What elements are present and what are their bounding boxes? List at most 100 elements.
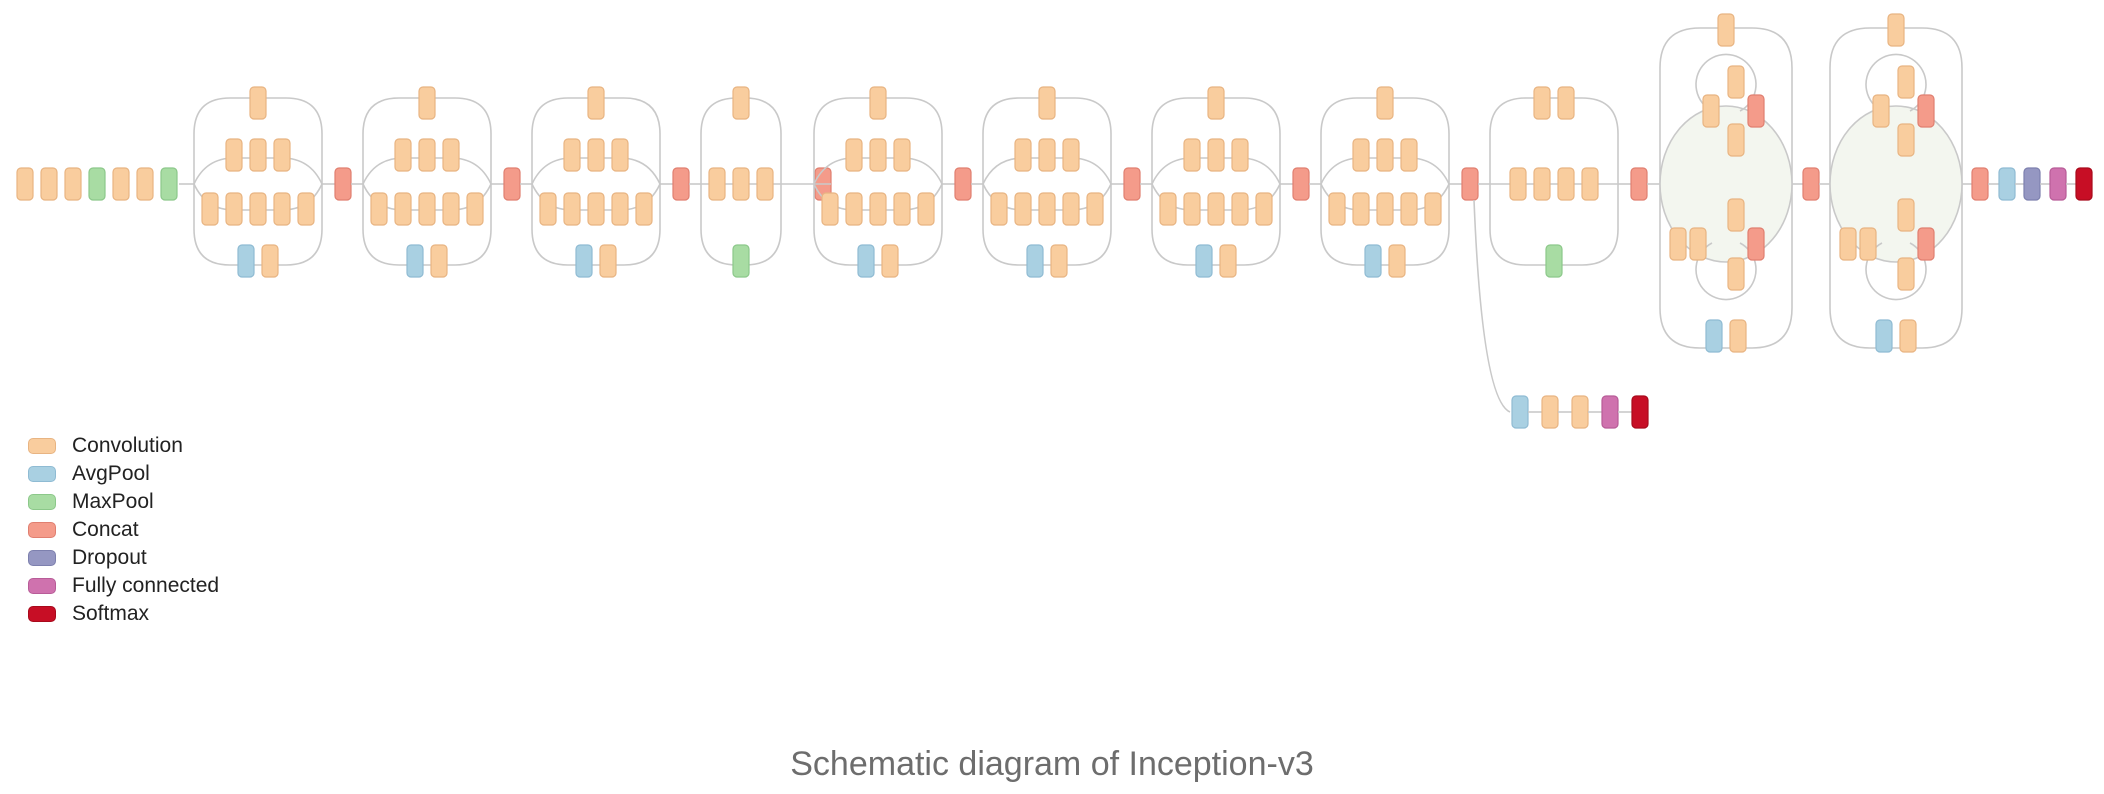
convolution-node [821, 192, 839, 226]
maxpool-node [1545, 244, 1563, 278]
convolution-node [756, 167, 774, 201]
convolution-node [1183, 138, 1201, 172]
convolution-node [1727, 123, 1745, 157]
module-outline [1829, 27, 1963, 349]
convolution-node [40, 167, 58, 201]
convolution-node [249, 192, 267, 226]
module-outline [1473, 199, 1511, 413]
convolution-node [1038, 86, 1056, 120]
fully-connected-node [2049, 167, 2067, 201]
concat-node [1802, 167, 1820, 201]
module-outline [1320, 97, 1450, 266]
convolution-node [1897, 123, 1915, 157]
convolution-node [418, 192, 436, 226]
avgpool-node [1364, 244, 1382, 278]
convolution-node [1376, 192, 1394, 226]
module-outline [1695, 53, 1757, 112]
avgpool-node [237, 244, 255, 278]
convolution-node [1014, 138, 1032, 172]
convolution-node [466, 192, 484, 226]
convolution-node [112, 167, 130, 201]
convolution-node [563, 138, 581, 172]
concat-node [1971, 167, 1989, 201]
legend-item-avgpool: AvgPool [28, 460, 219, 488]
convolution-node [1159, 192, 1177, 226]
convolution-node [394, 138, 412, 172]
convolution-node [1014, 192, 1032, 226]
convolution-node [225, 192, 243, 226]
convolution-node [249, 86, 267, 120]
convolution-node [732, 167, 750, 201]
convolution-node [1839, 227, 1857, 261]
inception-v3-diagram [16, 13, 2093, 429]
maxpool-swatch [28, 494, 56, 510]
concat-node [1747, 227, 1765, 261]
convolution-node [201, 192, 219, 226]
convolution-node [1872, 94, 1890, 128]
convolution-node [1727, 198, 1745, 232]
convolution-node [1557, 167, 1575, 201]
concat-node [1917, 94, 1935, 128]
legend-label: Convolution [72, 434, 183, 457]
concat-node [954, 167, 972, 201]
convolution-node [563, 192, 581, 226]
module-outline [1865, 53, 1927, 112]
convolution-node [394, 192, 412, 226]
convolution-node [136, 167, 154, 201]
convolution-node [1859, 227, 1877, 261]
module-outline [1151, 97, 1281, 266]
convolution-node [539, 192, 557, 226]
legend: Convolution AvgPool MaxPool Concat Dropo… [28, 432, 219, 628]
avgpool-swatch [28, 466, 56, 482]
convolution-node [1231, 138, 1249, 172]
convolution-node [845, 192, 863, 226]
legend-label: Fully connected [72, 574, 220, 597]
convolution-node [1207, 192, 1225, 226]
convolution-node [1376, 86, 1394, 120]
convolution-node [1717, 13, 1735, 47]
fully-connected-swatch [28, 578, 56, 594]
convolution-node [1183, 192, 1201, 226]
module-outline [1659, 27, 1793, 349]
module-outline [193, 97, 323, 266]
convolution-node [1541, 395, 1559, 429]
softmax-node [2075, 167, 2093, 201]
concat-node [1123, 167, 1141, 201]
legend-label: Concat [72, 518, 139, 541]
convolution-node [893, 138, 911, 172]
convolution-node [845, 138, 863, 172]
convolution-node [1897, 257, 1915, 291]
convolution-node [893, 192, 911, 226]
convolution-node [599, 244, 617, 278]
convolution-node [273, 138, 291, 172]
concat-node [672, 167, 690, 201]
convolution-node [708, 167, 726, 201]
convolution-node [1557, 86, 1575, 120]
maxpool-node [732, 244, 750, 278]
module-outline [362, 97, 492, 266]
convolution-node [418, 86, 436, 120]
concat-node [1292, 167, 1310, 201]
convolution-node [1062, 192, 1080, 226]
module-outline [813, 97, 943, 266]
convolution-node [418, 138, 436, 172]
convolution-node [1255, 192, 1273, 226]
dropout-swatch [28, 550, 56, 566]
convolution-node [1050, 244, 1068, 278]
legend-item-convolution: Convolution [28, 432, 219, 460]
convolution-node [1727, 65, 1745, 99]
module-outline [1489, 97, 1619, 266]
convolution-node [587, 86, 605, 120]
convolution-node [990, 192, 1008, 226]
convolution-node [273, 192, 291, 226]
convolution-node [1086, 192, 1104, 226]
convolution-node [1533, 86, 1551, 120]
convolution-node [1669, 227, 1687, 261]
convolution-node [881, 244, 899, 278]
legend-item-maxpool: MaxPool [28, 488, 219, 516]
convolution-node [1207, 138, 1225, 172]
convolution-node [261, 244, 279, 278]
concat-node [1461, 167, 1479, 201]
convolution-node [1400, 138, 1418, 172]
convolution-node [1388, 244, 1406, 278]
